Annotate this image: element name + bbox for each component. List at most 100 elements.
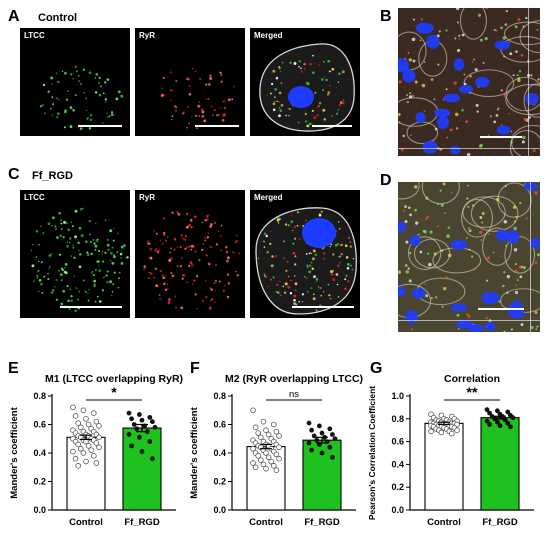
data-point bbox=[134, 426, 140, 432]
scale-bar bbox=[78, 125, 122, 127]
data-point bbox=[250, 445, 256, 452]
data-point bbox=[438, 429, 445, 436]
data-point bbox=[484, 418, 490, 424]
y-tick-label: 1.0 bbox=[391, 391, 404, 401]
nucleus bbox=[436, 115, 449, 130]
tissue-d-texture bbox=[398, 182, 540, 332]
panel-c-ltcc-title: LTCC bbox=[24, 193, 45, 202]
data-point bbox=[510, 415, 516, 421]
data-point bbox=[83, 458, 89, 465]
nucleus bbox=[415, 22, 434, 34]
significance-label: ** bbox=[467, 384, 478, 400]
data-point bbox=[126, 432, 132, 437]
nucleus bbox=[529, 237, 540, 249]
panel-c-merged-image: Merged bbox=[250, 190, 360, 318]
data-point bbox=[80, 407, 87, 414]
y-axis-label: Pearson's Correlation Coefficient bbox=[367, 386, 377, 520]
panel-label-d: D bbox=[380, 172, 392, 189]
panel-label-c: C bbox=[8, 166, 20, 183]
panel-d-tissue-image bbox=[398, 182, 540, 332]
data-point bbox=[258, 434, 264, 441]
data-point bbox=[85, 443, 92, 449]
data-point bbox=[72, 413, 79, 419]
data-point bbox=[309, 447, 314, 453]
y-tick-label: 0.4 bbox=[391, 459, 404, 469]
nucleus bbox=[426, 34, 440, 49]
data-point bbox=[306, 420, 312, 426]
data-point bbox=[72, 455, 79, 462]
nucleus bbox=[496, 229, 508, 242]
nucleus bbox=[484, 322, 496, 331]
chart-g: Correlation Pearson's Correlation Coeffic… bbox=[367, 373, 534, 528]
data-point bbox=[258, 457, 264, 463]
data-point bbox=[147, 414, 153, 420]
ryr-puncta bbox=[143, 211, 241, 310]
scale-bar bbox=[312, 125, 352, 127]
data-point bbox=[139, 417, 145, 423]
y-tick-label: 0.0 bbox=[391, 505, 404, 515]
panel-c-merged-title: Merged bbox=[254, 193, 283, 202]
tissue-b-texture bbox=[398, 8, 540, 156]
nucleus bbox=[453, 58, 465, 71]
data-point bbox=[273, 428, 280, 435]
significance-label: ns bbox=[289, 389, 299, 400]
data-point bbox=[276, 433, 282, 439]
data-point bbox=[487, 422, 492, 427]
data-point bbox=[78, 445, 84, 452]
data-point bbox=[150, 456, 155, 462]
data-point bbox=[83, 415, 89, 422]
projection-line bbox=[398, 320, 540, 321]
data-point bbox=[505, 409, 511, 415]
nucleus bbox=[475, 76, 490, 88]
nucleus bbox=[496, 125, 511, 135]
chart-e: M1 (LTCC overlapping RyR) Mander's coeffi… bbox=[9, 373, 183, 528]
panel-a-condition: Control bbox=[38, 12, 78, 24]
data-point bbox=[327, 444, 333, 450]
data-point bbox=[505, 420, 511, 426]
projection-line bbox=[530, 182, 531, 332]
data-point bbox=[137, 434, 142, 440]
nucleus bbox=[450, 239, 468, 250]
data-point bbox=[260, 461, 267, 468]
x-tick-label: Ff_RGD bbox=[482, 517, 518, 528]
data-point bbox=[75, 463, 81, 469]
data-point bbox=[70, 404, 76, 411]
data-point bbox=[265, 431, 272, 438]
y-tick-label: 0.0 bbox=[33, 505, 46, 515]
data-point bbox=[309, 427, 314, 433]
data-point bbox=[129, 443, 134, 449]
y-tick-label: 0.8 bbox=[391, 414, 404, 424]
data-point bbox=[75, 420, 81, 426]
nucleus bbox=[405, 309, 418, 324]
data-point bbox=[449, 430, 455, 437]
data-point bbox=[93, 440, 100, 446]
nucleus bbox=[412, 288, 426, 299]
data-point bbox=[265, 454, 272, 461]
ltcc-puncta bbox=[39, 65, 124, 130]
merged-puncta bbox=[266, 54, 345, 128]
chart-title: M1 (LTCC overlapping RyR) bbox=[45, 373, 183, 385]
x-tick-label: Ff_RGD bbox=[124, 517, 160, 528]
nucleus bbox=[456, 319, 473, 329]
y-tick-label: 0.2 bbox=[33, 477, 46, 487]
data-point bbox=[252, 424, 259, 431]
panel-c-ryr-image: RyR bbox=[135, 190, 245, 318]
panel-b-tissue-image bbox=[398, 8, 540, 156]
data-point bbox=[508, 424, 513, 430]
nucleus bbox=[415, 112, 426, 124]
data-point bbox=[93, 460, 100, 466]
y-tick-label: 0.4 bbox=[33, 448, 46, 458]
nucleus bbox=[398, 221, 407, 233]
data-point bbox=[147, 439, 153, 444]
y-tick-label: 0.0 bbox=[213, 505, 226, 515]
nucleus bbox=[481, 291, 500, 305]
data-point bbox=[252, 464, 259, 471]
panel-c-ltcc-image: LTCC bbox=[20, 190, 130, 318]
y-tick-label: 0.6 bbox=[33, 420, 46, 430]
data-point bbox=[78, 424, 84, 431]
data-point bbox=[276, 444, 282, 451]
data-point bbox=[306, 440, 312, 446]
y-tick-label: 0.4 bbox=[213, 448, 226, 458]
data-point bbox=[487, 410, 492, 416]
data-point bbox=[129, 416, 134, 422]
